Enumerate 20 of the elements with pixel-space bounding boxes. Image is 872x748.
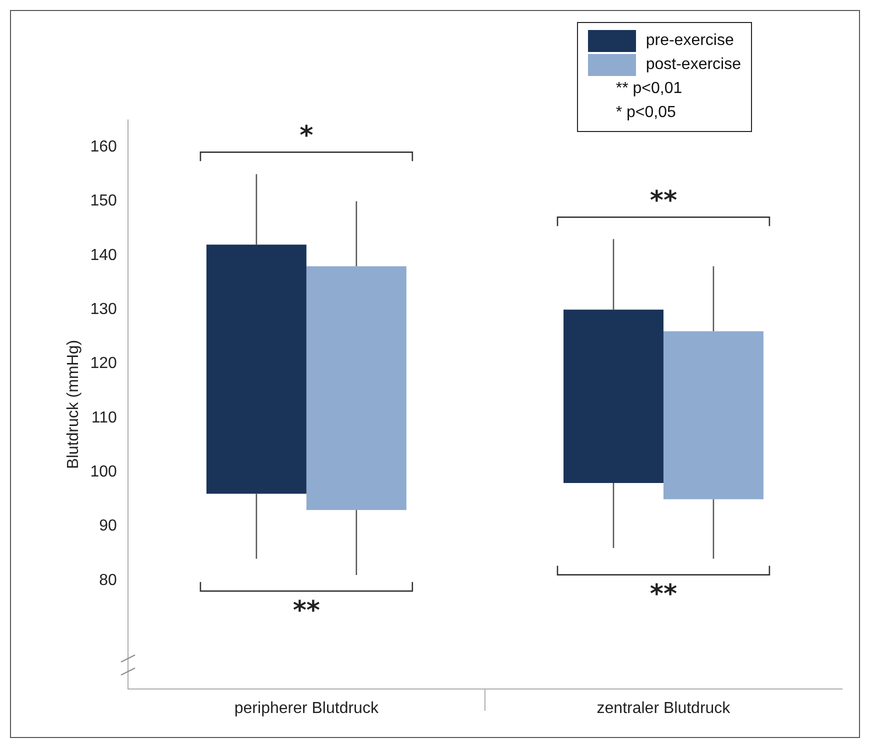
y-tick-label: 120 xyxy=(90,355,117,372)
legend-label: pre-exercise xyxy=(646,32,734,50)
y-tick-label: 160 xyxy=(90,138,117,156)
y-tick-label: 100 xyxy=(90,464,117,481)
annotation: * p<0,05 xyxy=(614,103,677,123)
x-tick-label: zentraler Blutdruck xyxy=(596,700,732,717)
annotation: * xyxy=(300,120,314,151)
y-tick-label: 110 xyxy=(91,409,117,426)
x-tick-label: peripherer Blutdruck xyxy=(234,700,380,717)
annotation: ** xyxy=(292,596,320,626)
annotation: ** xyxy=(650,186,678,216)
legend-label: post-exercise xyxy=(646,56,741,74)
y-tick-label: 150 xyxy=(90,192,117,210)
y-tick-label: 140 xyxy=(90,246,117,264)
y-tick-label: 130 xyxy=(90,301,117,318)
text: ** p<0,01 xyxy=(614,79,684,99)
y-tick-label: 90 xyxy=(99,518,117,535)
y-tick-label: 80 xyxy=(99,572,117,589)
y-axis-title: Blutdruck (mmHg) xyxy=(65,340,82,469)
annotation: ** xyxy=(650,580,678,610)
